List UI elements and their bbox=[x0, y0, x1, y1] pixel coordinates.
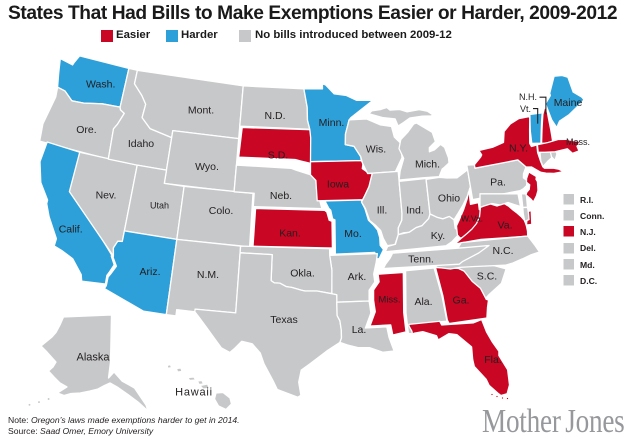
svg-text:Texas: Texas bbox=[270, 314, 297, 326]
svg-text:Ky.: Ky. bbox=[431, 230, 445, 242]
svg-text:Alaska: Alaska bbox=[76, 352, 110, 364]
svg-text:Iowa: Iowa bbox=[327, 178, 349, 190]
svg-text:N.H.: N.H. bbox=[519, 92, 537, 102]
svg-text:Miss.: Miss. bbox=[378, 295, 400, 306]
svg-text:Conn.: Conn. bbox=[580, 211, 604, 221]
svg-text:Wyo.: Wyo. bbox=[195, 161, 219, 173]
svg-text:Ohio: Ohio bbox=[438, 192, 460, 204]
svg-text:Idaho: Idaho bbox=[128, 138, 154, 150]
svg-text:R.I.: R.I. bbox=[580, 195, 593, 205]
svg-text:Maine: Maine bbox=[554, 97, 583, 109]
svg-text:Wis.: Wis. bbox=[366, 144, 386, 156]
svg-text:Ind.: Ind. bbox=[406, 204, 424, 216]
svg-text:Ga.: Ga. bbox=[453, 295, 470, 307]
svg-text:Del.: Del. bbox=[580, 243, 596, 253]
svg-text:S.D.: S.D. bbox=[268, 149, 288, 161]
svg-text:Utah: Utah bbox=[150, 200, 169, 210]
svg-text:D.C.: D.C. bbox=[580, 276, 597, 286]
svg-text:N.M.: N.M. bbox=[197, 269, 219, 281]
svg-text:Ala.: Ala. bbox=[414, 296, 432, 308]
svg-text:Nev.: Nev. bbox=[96, 189, 117, 201]
svg-text:Pa.: Pa. bbox=[490, 177, 506, 189]
svg-text:Ill.: Ill. bbox=[377, 204, 388, 216]
svg-text:Colo.: Colo. bbox=[209, 205, 234, 217]
svg-text:Fla.: Fla. bbox=[484, 354, 502, 366]
svg-text:N.D.: N.D. bbox=[265, 110, 286, 122]
svg-text:La.: La. bbox=[352, 324, 367, 336]
svg-text:Okla.: Okla. bbox=[290, 267, 315, 279]
svg-text:Ore.: Ore. bbox=[76, 124, 96, 136]
svg-text:Mo.: Mo. bbox=[344, 228, 362, 240]
svg-text:Md.: Md. bbox=[580, 260, 595, 270]
svg-text:Mich.: Mich. bbox=[415, 159, 440, 171]
svg-text:N.J.: N.J. bbox=[580, 227, 596, 237]
svg-text:Kan.: Kan. bbox=[279, 228, 301, 240]
svg-text:Va.: Va. bbox=[498, 220, 513, 232]
svg-text:Mass.: Mass. bbox=[566, 137, 590, 147]
svg-text:Wash.: Wash. bbox=[86, 78, 115, 90]
svg-text:Ark.: Ark. bbox=[348, 271, 367, 283]
svg-text:N.C.: N.C. bbox=[493, 245, 514, 257]
svg-text:Vt.: Vt. bbox=[520, 104, 531, 114]
svg-text:N.Y.: N.Y. bbox=[509, 143, 528, 155]
svg-text:Neb.: Neb. bbox=[270, 190, 292, 202]
svg-text:Tenn.: Tenn. bbox=[408, 254, 434, 266]
svg-text:W.Va.: W.Va. bbox=[461, 214, 483, 224]
svg-text:Ariz.: Ariz. bbox=[140, 266, 161, 278]
svg-text:Hawaii: Hawaii bbox=[175, 386, 213, 398]
svg-text:S.C.: S.C. bbox=[477, 271, 497, 283]
svg-text:Calif.: Calif. bbox=[59, 224, 83, 236]
svg-text:Minn.: Minn. bbox=[319, 117, 345, 129]
svg-text:Mont.: Mont. bbox=[188, 105, 214, 117]
